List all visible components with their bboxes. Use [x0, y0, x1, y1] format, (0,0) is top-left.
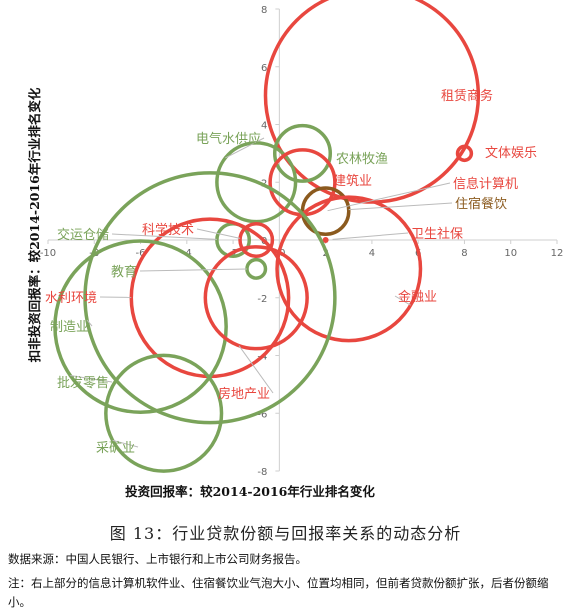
bubble-label: 制造业	[50, 320, 89, 335]
bubble-制造业	[83, 171, 337, 425]
y-axis-title: 扣非投资回报率：较2014-2016年行业排名变化	[27, 87, 42, 362]
bubble-金融业	[275, 195, 423, 343]
bubble-住宿餐饮	[300, 186, 351, 237]
y-tick-label: -6	[257, 409, 267, 420]
bubble-文体娱乐	[455, 144, 474, 163]
bubble-label: 交运仓储	[57, 227, 109, 243]
bubble-教育	[245, 257, 268, 280]
figure-caption: 图 13：行业贷款份额与回报率关系的动态分析	[109, 524, 462, 543]
y-tick-label: -8	[257, 467, 267, 478]
x-tick-label: -10	[40, 248, 56, 259]
bubble-农林牧渔	[272, 123, 333, 183]
bubble-label: 采矿业	[96, 441, 135, 456]
bubble-批发零售	[53, 239, 228, 414]
bubble-电气水供应	[215, 141, 298, 224]
leader-line	[70, 375, 113, 383]
x-tick-label: 4	[369, 248, 375, 259]
bubble-label: 教育	[111, 264, 137, 280]
bubble-label: 卫生社保	[411, 226, 463, 242]
bubble-房地产业	[203, 245, 309, 351]
bubble-label: 建筑业	[333, 173, 372, 189]
x-tick-label: 10	[504, 248, 517, 259]
leader-line	[112, 439, 139, 448]
bubble-label: 房地产业	[218, 386, 270, 402]
x-axis-title: 投资回报率：较2014-2016年行业排名变化	[125, 484, 375, 499]
y-tick-label: 4	[261, 121, 267, 132]
leader-line	[238, 345, 274, 394]
y-tick-label: -2	[257, 294, 267, 305]
bubble-label: 批发零售	[57, 375, 109, 391]
bubble-label: 科学技术	[142, 222, 194, 238]
bubble-label: 金融业	[398, 289, 437, 305]
bubble-卫生社保	[322, 237, 329, 243]
label-leader-lines	[70, 137, 453, 448]
x-tick-label: 8	[461, 248, 467, 259]
source-note: 数据来源：中国人民银行、上市银行和上市公司财务报告。	[8, 552, 307, 566]
bubble-label: 电气水供应	[196, 131, 261, 147]
bubble-label: 水利环境	[45, 291, 97, 306]
bubble-label: 信息计算机	[453, 176, 518, 192]
leader-line	[140, 268, 247, 272]
leader-line	[332, 232, 409, 240]
bubble-label: 租赁商务	[441, 88, 493, 104]
y-tick-label: 8	[261, 5, 267, 16]
bubble-layer	[53, 0, 481, 473]
x-tick-label: 12	[551, 248, 564, 259]
leader-line	[86, 319, 93, 327]
leader-line	[196, 228, 241, 239]
bubble-label: 农林牧渔	[336, 152, 388, 167]
footnote: 注：右上部分的信息计算机软件业、住宿餐饮业气泡大小、位置均相同，但前者贷款份额扩…	[8, 576, 549, 609]
bubble-采矿业	[104, 353, 224, 473]
y-tick-label: 6	[261, 63, 267, 74]
bubble-科学技术	[238, 222, 275, 258]
x-tick-label: -6	[136, 248, 146, 259]
bubble-label: 文体娱乐	[485, 146, 537, 161]
leader-line	[348, 202, 453, 211]
bubble-label: 住宿餐饮	[455, 196, 507, 212]
leader-line	[394, 295, 411, 306]
leader-line	[225, 137, 265, 159]
leader-line	[111, 233, 217, 240]
leader-line	[327, 182, 451, 212]
